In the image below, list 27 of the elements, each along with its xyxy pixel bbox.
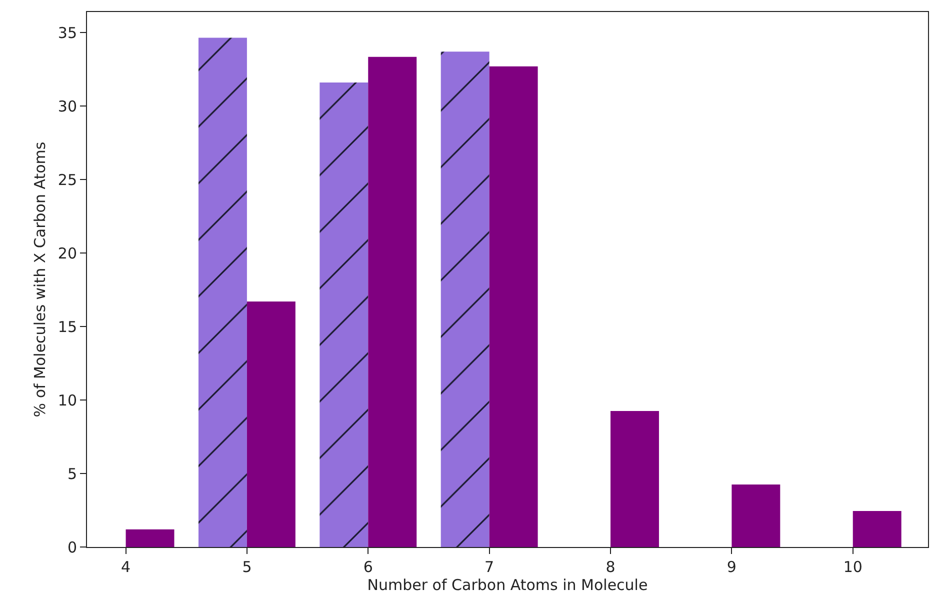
x-tick-label: 9 bbox=[726, 558, 736, 576]
bar bbox=[732, 484, 780, 547]
y-tick-label: 15 bbox=[58, 318, 77, 336]
x-axis-title: Number of Carbon Atoms in Molecule bbox=[367, 576, 648, 594]
x-tick-label: 10 bbox=[843, 558, 862, 576]
y-axis-title: % of Molecules with X Carbon Atoms bbox=[31, 142, 50, 418]
y-tick-label: 0 bbox=[67, 538, 77, 556]
bar bbox=[246, 302, 296, 547]
y-tick-label: 5 bbox=[67, 464, 77, 483]
bar bbox=[610, 411, 659, 547]
x-tick-label: 7 bbox=[484, 558, 494, 576]
y-tick-label: 20 bbox=[58, 244, 77, 262]
x-tick-label: 6 bbox=[363, 558, 373, 576]
y-tick-label: 10 bbox=[58, 391, 77, 410]
y-tick-label: 35 bbox=[58, 24, 77, 42]
y-tick-label: 25 bbox=[58, 170, 77, 189]
x-tick-label: 8 bbox=[606, 558, 616, 576]
bar bbox=[198, 38, 247, 547]
x-tick-label: 4 bbox=[121, 558, 131, 576]
bar bbox=[320, 82, 368, 547]
bar bbox=[489, 66, 538, 547]
x-tick-label: 5 bbox=[242, 558, 252, 576]
bar bbox=[126, 529, 174, 547]
bar bbox=[440, 52, 490, 547]
bar bbox=[852, 510, 902, 547]
bar bbox=[368, 56, 417, 547]
y-tick-label: 30 bbox=[58, 97, 77, 116]
